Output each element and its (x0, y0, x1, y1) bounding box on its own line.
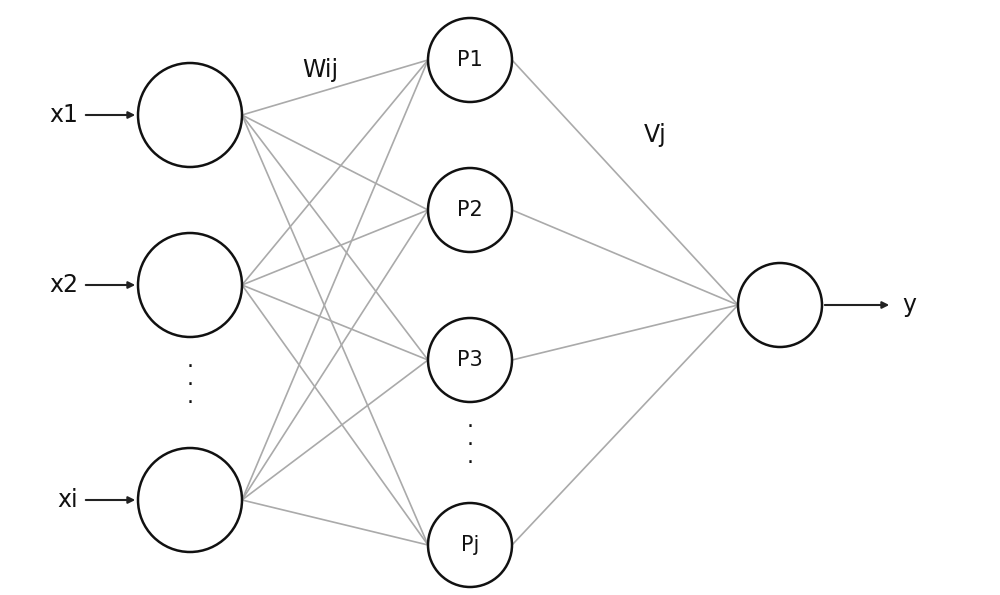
Text: x1: x1 (49, 103, 78, 127)
Ellipse shape (428, 168, 512, 252)
Text: P1: P1 (457, 50, 483, 70)
Ellipse shape (138, 233, 242, 337)
Text: y: y (902, 293, 916, 317)
Text: P3: P3 (457, 350, 483, 370)
Ellipse shape (428, 18, 512, 102)
Ellipse shape (738, 263, 822, 347)
Text: x2: x2 (49, 273, 78, 297)
Ellipse shape (138, 63, 242, 167)
Text: ·
·
·: · · · (186, 356, 194, 414)
Text: Pj: Pj (461, 535, 479, 555)
Text: ·
·
·: · · · (466, 416, 474, 474)
Ellipse shape (428, 503, 512, 587)
Ellipse shape (138, 448, 242, 552)
Text: xi: xi (57, 488, 78, 512)
Text: Vj: Vj (644, 123, 666, 147)
Text: Wij: Wij (302, 58, 338, 82)
Ellipse shape (428, 318, 512, 402)
Text: P2: P2 (457, 200, 483, 220)
